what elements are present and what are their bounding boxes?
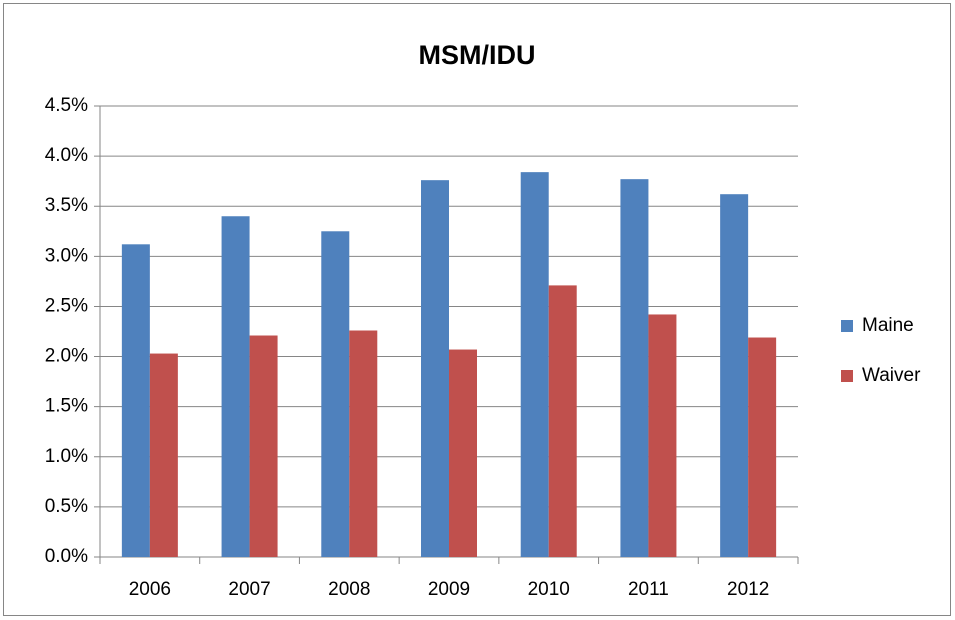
legend-label: Waiver <box>862 365 921 386</box>
legend-label: Maine <box>862 315 914 336</box>
bar <box>449 349 477 557</box>
bar <box>548 285 577 557</box>
bar <box>221 216 250 557</box>
x-tick-label: 2006 <box>129 579 171 600</box>
y-tick-label: 4.0% <box>45 145 88 166</box>
bar <box>349 330 378 557</box>
bar <box>121 244 150 557</box>
y-tick-label: 0.0% <box>45 546 88 567</box>
y-tick-label: 1.5% <box>45 396 88 417</box>
x-tick-label: 2009 <box>428 579 470 600</box>
y-tick-label: 2.5% <box>45 295 88 316</box>
bar <box>321 231 350 557</box>
bar <box>149 353 178 557</box>
x-tick-label: 2011 <box>628 579 669 600</box>
bar <box>520 172 549 557</box>
y-tick-label: 3.5% <box>45 195 88 216</box>
bar <box>748 337 777 557</box>
bar <box>620 179 649 557</box>
x-tick-label: 2012 <box>727 579 769 600</box>
x-tick-label: 2007 <box>228 579 270 600</box>
legend-swatch <box>841 370 853 382</box>
bar <box>421 180 449 558</box>
x-tick-label: 2008 <box>328 579 370 600</box>
y-tick-label: 1.0% <box>45 446 88 467</box>
y-tick-label: 2.0% <box>45 346 88 367</box>
bar <box>648 314 677 557</box>
x-tick-label: 2010 <box>528 579 570 600</box>
bar <box>720 194 749 557</box>
y-tick-label: 4.5% <box>45 95 88 116</box>
y-tick-label: 0.5% <box>45 496 88 517</box>
bar <box>249 335 278 557</box>
y-tick-label: 3.0% <box>45 245 88 266</box>
chart-title: MSM/IDU <box>419 40 536 70</box>
legend-swatch <box>841 320 853 332</box>
